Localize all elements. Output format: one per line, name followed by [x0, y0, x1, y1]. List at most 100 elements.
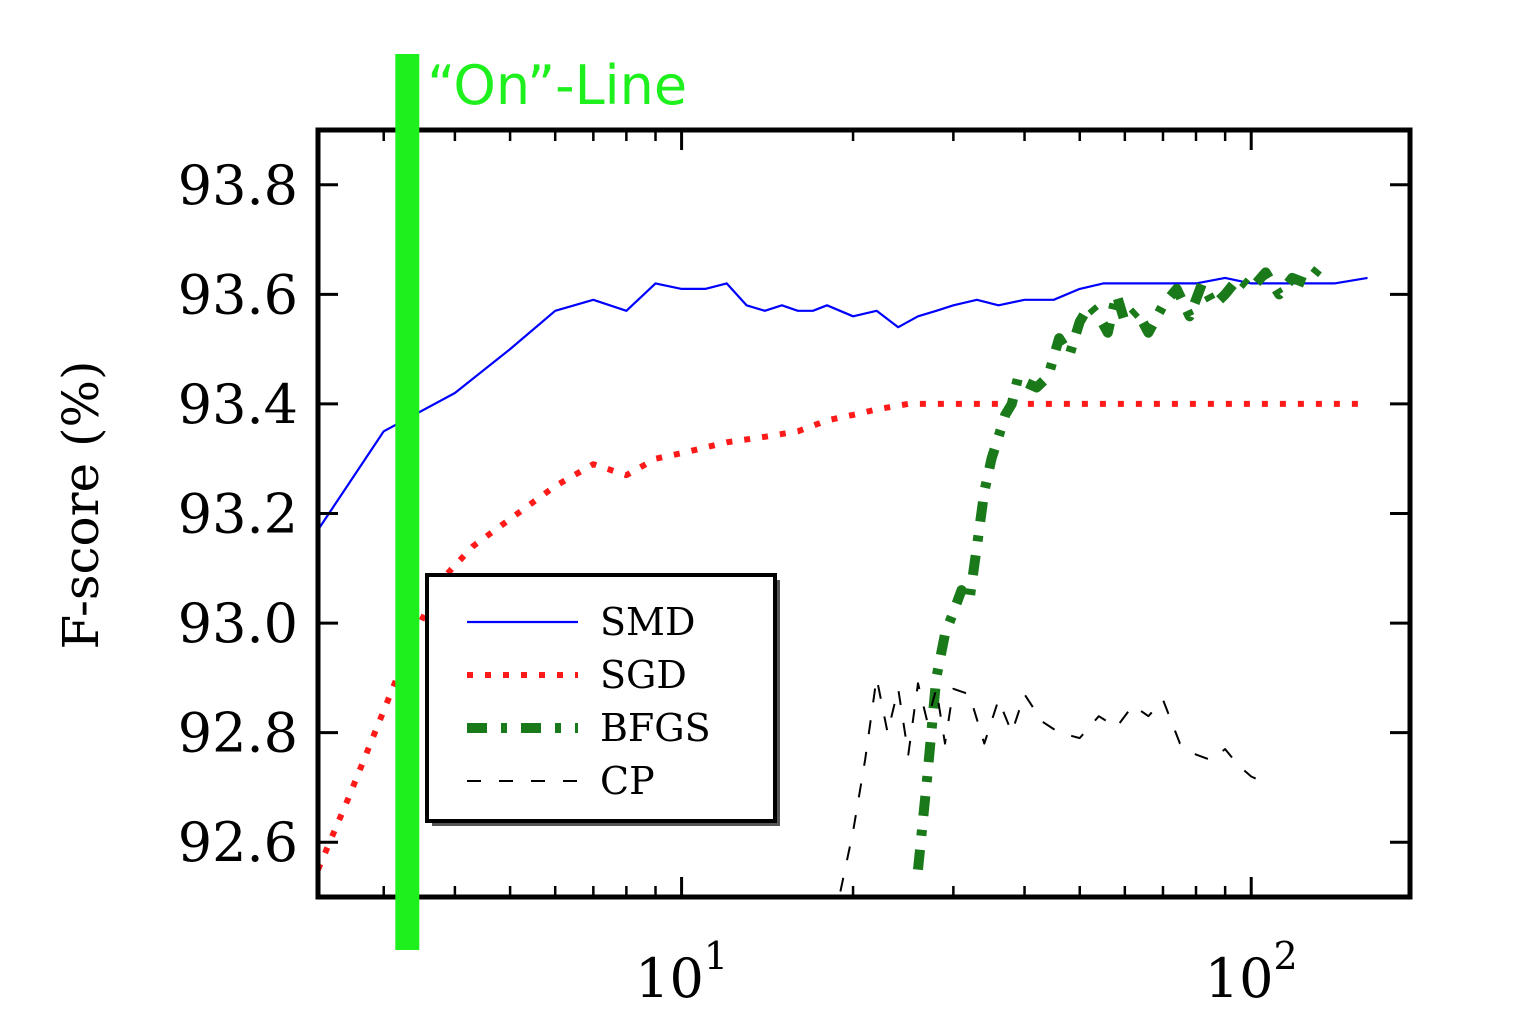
data-point-cp: [1042, 721, 1043, 722]
data-point-smd: [1367, 277, 1368, 278]
data-point-bfgs: [927, 776, 928, 777]
data-point-bfgs: [1069, 354, 1070, 355]
online-marker: “On”-Line: [395, 54, 687, 950]
data-point-sgd: [472, 546, 473, 547]
data-point-bfgs: [1024, 382, 1025, 383]
data-point-sgd: [797, 431, 798, 432]
data-point-smd: [454, 393, 455, 394]
data-point-bfgs: [1011, 403, 1012, 404]
data-point-cp: [918, 683, 919, 684]
data-point-smd: [593, 299, 594, 300]
data-point-cp: [1098, 716, 1099, 717]
y-tick-label: 93.0: [178, 592, 298, 655]
legend-label-sgd: SGD: [600, 653, 687, 697]
data-point-cp: [927, 721, 928, 722]
data-point-sgd: [908, 403, 909, 404]
legend-label-smd: SMD: [600, 600, 695, 644]
x-tick-label-base: 10: [1205, 947, 1274, 1010]
data-point-bfgs: [1089, 305, 1090, 306]
data-point-cp: [984, 743, 985, 744]
data-point-bfgs: [1079, 321, 1080, 322]
data-point-bfgs: [1163, 305, 1164, 306]
data-point-bfgs: [991, 458, 992, 459]
data-point-cp: [953, 688, 954, 689]
data-point-smd: [681, 288, 682, 289]
data-point-cp: [840, 891, 841, 892]
x-tick-label-exponent: 1: [704, 934, 728, 978]
x-tick-label-base: 10: [635, 947, 704, 1010]
data-point-sgd: [876, 409, 877, 410]
data-point-cp: [1079, 738, 1080, 739]
data-point-smd: [1079, 288, 1080, 289]
tick-marks: [318, 130, 1410, 897]
data-point-smd: [876, 310, 877, 311]
data-point-smd: [1334, 283, 1335, 284]
data-point-smd: [827, 305, 828, 306]
data-point-cp: [998, 699, 999, 700]
data-point-smd: [705, 288, 706, 289]
data-point-cp: [1148, 716, 1149, 717]
y-axis-label: F-score (%): [52, 360, 110, 649]
data-point-bfgs: [1319, 267, 1320, 268]
data-point-smd: [655, 283, 656, 284]
data-point-smd: [1196, 283, 1197, 284]
data-point-bfgs: [1148, 332, 1149, 333]
legend-box: [425, 573, 777, 823]
data-point-sgd: [348, 798, 349, 799]
data-point-bfgs: [969, 601, 970, 602]
data-point-cp: [1251, 776, 1252, 777]
data-point-sgd: [555, 486, 556, 487]
data-point-sgd: [1024, 403, 1025, 404]
data-point-cp: [853, 831, 854, 832]
data-point-smd: [976, 299, 977, 300]
y-tick-label: 92.8: [178, 702, 298, 765]
data-point-cp: [1238, 765, 1239, 766]
data-point-bfgs: [1279, 294, 1280, 295]
data-point-smd: [781, 305, 782, 306]
legend: SMD SGD BFGS CP: [425, 573, 780, 826]
y-tick-label: 93.6: [178, 263, 298, 326]
data-point-sgd: [764, 436, 765, 437]
data-point-cp: [1024, 694, 1025, 695]
data-point-sgd: [681, 453, 682, 454]
data-point-cp: [1133, 705, 1134, 706]
data-point-sgd: [1124, 403, 1125, 404]
data-point-sgd: [726, 442, 727, 443]
data-point-sgd: [1367, 403, 1368, 404]
data-point-smd: [510, 349, 511, 350]
data-point-bfgs: [945, 634, 946, 635]
data-point-smd: [764, 310, 765, 311]
online-marker-bar: [395, 54, 420, 950]
data-point-bfgs: [1225, 294, 1226, 295]
data-point-smd: [918, 316, 919, 317]
data-point-bfgs: [998, 436, 999, 437]
data-point-cp: [865, 760, 866, 761]
data-point-bfgs: [1176, 288, 1177, 289]
data-point-cp: [1059, 732, 1060, 733]
data-point-sgd: [593, 464, 594, 465]
data-point-smd: [1124, 283, 1125, 284]
data-point-smd: [746, 305, 747, 306]
series-line-smd: [318, 276, 1368, 531]
y-tick-label: 92.6: [178, 811, 298, 874]
data-point-smd: [726, 283, 727, 284]
data-point-bfgs: [976, 546, 977, 547]
data-point-smd: [1053, 299, 1054, 300]
y-tick-label: 93.8: [178, 154, 298, 217]
data-point-smd: [1251, 283, 1252, 284]
data-point-bfgs: [1251, 288, 1252, 289]
data-point-bfgs: [936, 677, 937, 678]
data-point-sgd: [626, 475, 627, 476]
data-point-bfgs: [1265, 272, 1266, 273]
data-point-sgd: [827, 420, 828, 421]
data-point-bfgs: [918, 869, 919, 870]
data-point-bfgs: [1238, 277, 1239, 278]
data-point-cp: [945, 743, 946, 744]
data-point-smd: [797, 310, 798, 311]
data-point-smd: [998, 305, 999, 306]
legend-label-cp: CP: [600, 759, 655, 803]
data-point-smd: [853, 316, 854, 317]
data-point-smd: [1225, 277, 1226, 278]
